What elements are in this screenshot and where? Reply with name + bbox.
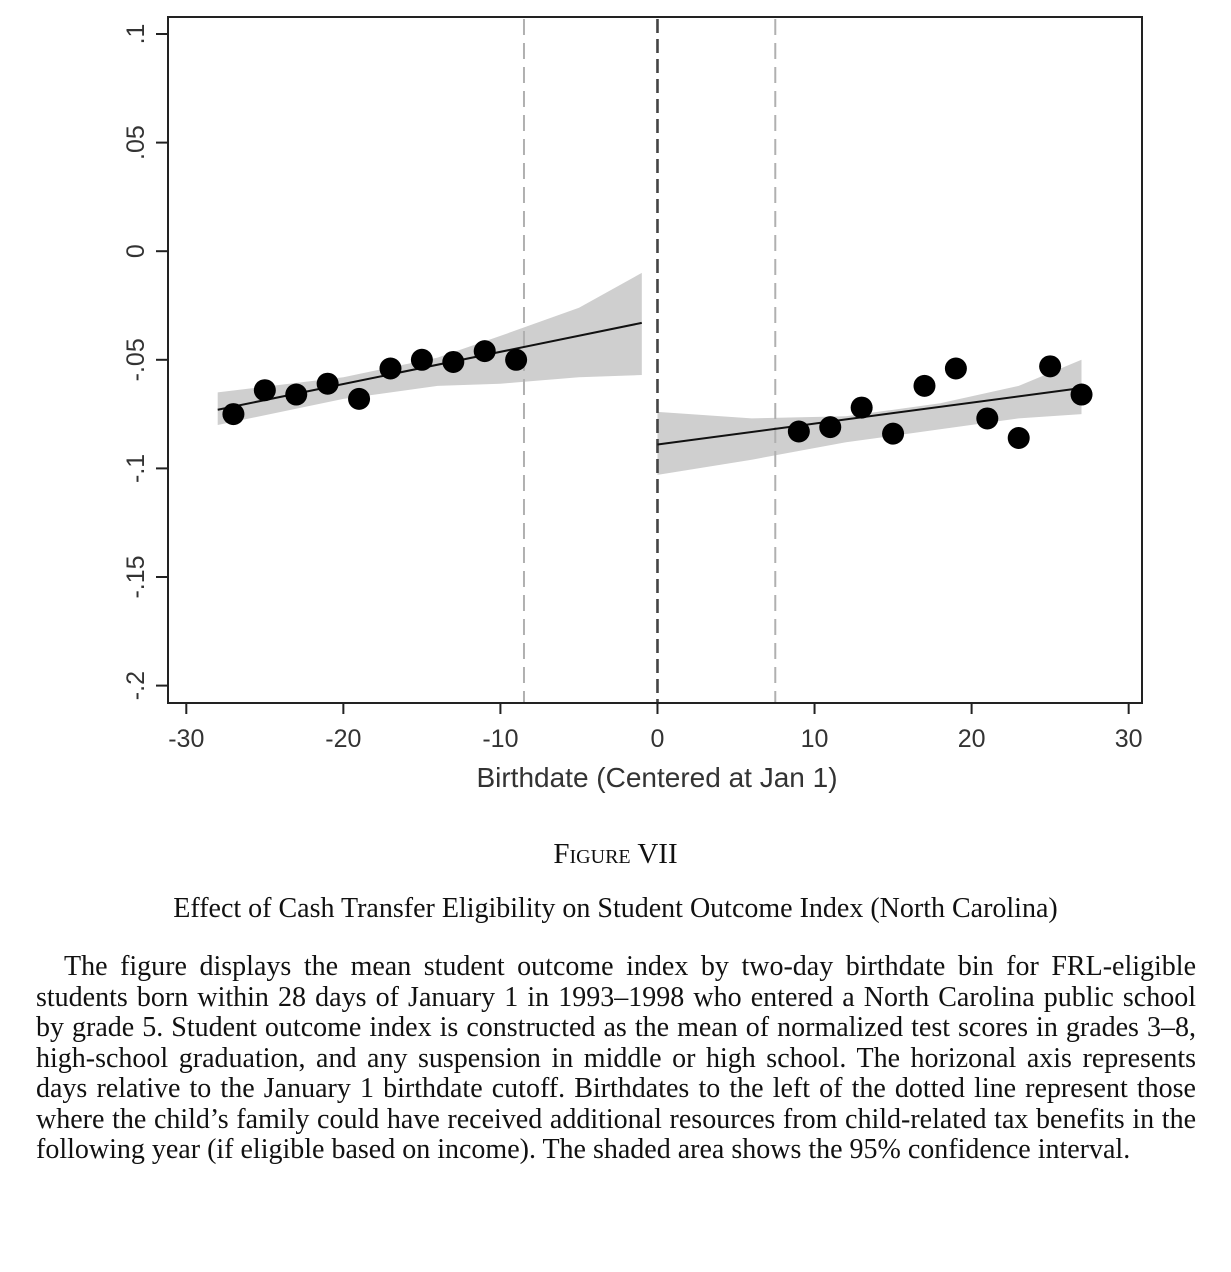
data-point [222,403,245,426]
x-tick-label: -20 [325,725,361,753]
data-point [1007,426,1030,449]
axes: -30 -20 -10 0 10 20 30 .1 .05 0 -.05 -.1 -.15 -.2 [122,24,1143,753]
y-tick-label: .1 [122,24,150,45]
data-point [410,348,433,371]
x-tick-label: -30 [168,725,204,753]
chart: -30 -20 -10 0 10 20 30 .1 .05 0 -.05 -.1 -.15 -.2 Bir… [122,16,1143,793]
ci-band-left [217,272,642,425]
data-points [222,340,1093,449]
data-point [882,422,905,445]
y-tick-label: -.15 [122,555,150,598]
ci-band-right [657,359,1082,475]
figure-caption: The figure displays the mean student out… [36,951,1196,1165]
x-axis-title: Birthdate (Centered at Jan 1) [476,762,837,793]
data-point [913,374,936,397]
y-tick-label: -.1 [122,454,150,483]
data-point [819,416,842,439]
x-tick-label: 10 [801,725,829,753]
data-point [442,350,465,373]
data-point [1039,355,1062,378]
data-point [348,387,371,410]
data-point [379,357,402,380]
x-tick-label: 30 [1115,725,1143,753]
figure-label: Figure VII [553,838,678,870]
data-point [253,379,276,402]
y-tick-label: -.05 [122,338,150,381]
data-point [316,372,339,395]
figure-title: Effect of Cash Transfer Eligibility on S… [173,893,1058,924]
x-tick-label: 20 [958,725,986,753]
fit-line-right [657,387,1082,446]
x-tick-label: -10 [482,725,518,753]
data-point [944,357,967,380]
plot-frame [167,16,1143,704]
data-point [976,407,999,430]
y-tick-label: .05 [122,125,150,160]
x-tick-label: 0 [651,725,665,753]
data-point [850,396,873,419]
data-point [473,340,496,363]
y-tick-label: 0 [122,244,150,258]
data-point [787,420,810,443]
data-point [285,383,308,406]
data-point [505,348,528,371]
y-tick-label: -.2 [122,671,150,700]
data-point [1070,383,1093,406]
